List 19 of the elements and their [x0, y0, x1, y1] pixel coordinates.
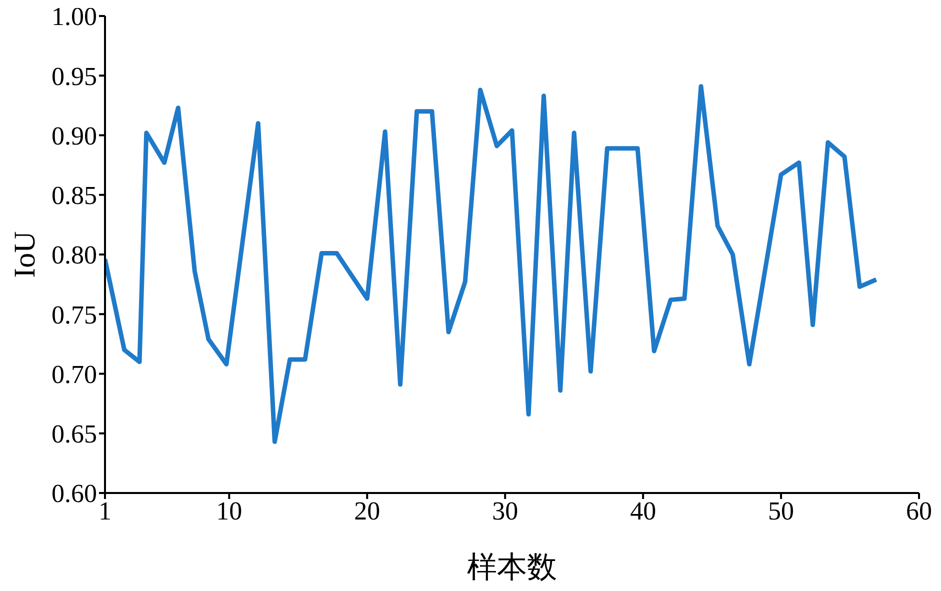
x-tick-label: 1 [98, 496, 112, 526]
y-tick-label: 0.60 [52, 479, 97, 508]
y-tick-label: 0.90 [52, 121, 97, 150]
y-tick-label: 0.75 [52, 300, 97, 330]
y-tick-label: 1.00 [52, 2, 97, 32]
y-tick-label: 0.80 [52, 240, 97, 270]
y-tick-label: 0.85 [52, 181, 97, 210]
x-tick-label: 40 [630, 496, 656, 526]
y-tick-label: 0.65 [52, 420, 97, 449]
x-tick-label: 20 [354, 496, 380, 526]
y-tick-label: 0.95 [52, 62, 97, 91]
x-tick-label: 10 [216, 496, 242, 526]
x-tick-label: 50 [768, 496, 794, 526]
x-axis-title: 样本数 [467, 551, 557, 584]
line-series [105, 84, 878, 444]
y-tick-label: 0.70 [52, 360, 97, 389]
y-axis-title: IoU [8, 230, 42, 278]
x-tick-label: 60 [906, 496, 932, 526]
x-tick-label: 30 [492, 496, 518, 526]
